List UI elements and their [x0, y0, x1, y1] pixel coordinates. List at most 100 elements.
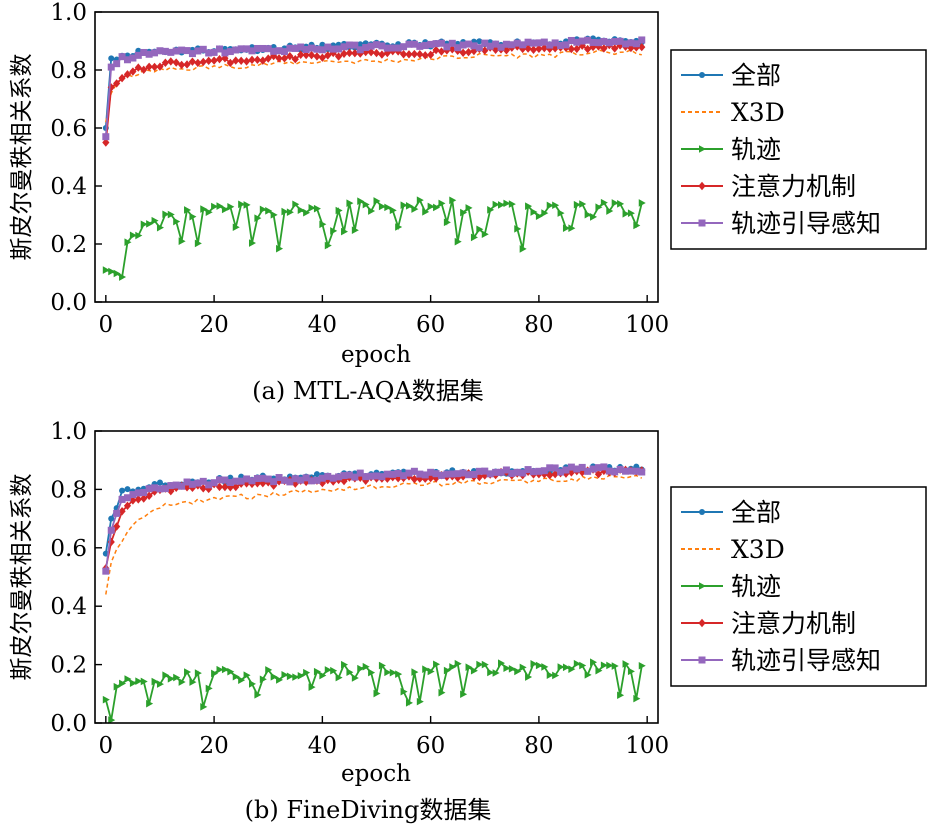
x-tick-label: 80: [524, 733, 553, 759]
data-point: [297, 206, 305, 214]
data-point: [119, 487, 126, 494]
data-point: [307, 50, 316, 60]
data-point: [470, 233, 478, 242]
data-point: [205, 49, 213, 57]
data-point: [600, 44, 608, 53]
y-tick-label: 0.0: [50, 711, 87, 737]
data-point: [454, 659, 462, 668]
data-point: [140, 488, 148, 496]
data-point: [303, 208, 311, 217]
series-1: [105, 49, 642, 123]
data-point: [216, 476, 224, 484]
data-point: [129, 496, 137, 505]
data-point: [123, 70, 132, 79]
data-point: [335, 673, 343, 682]
legend-marker: [698, 618, 706, 628]
data-point: [487, 206, 495, 214]
data-point: [492, 468, 500, 476]
data-point: [443, 218, 451, 227]
data-point: [481, 230, 489, 239]
legend-label: 轨迹: [731, 135, 781, 164]
data-point: [167, 57, 175, 66]
data-point: [232, 56, 240, 65]
data-point: [291, 54, 299, 64]
legend-marker: [698, 219, 706, 227]
data-point: [341, 227, 349, 236]
data-point: [151, 49, 159, 57]
data-point: [286, 51, 294, 61]
data-point: [497, 43, 505, 51]
data-point: [194, 479, 202, 487]
data-point: [308, 683, 316, 691]
data-point: [411, 205, 419, 213]
data-point: [551, 44, 559, 53]
data-point: [281, 207, 289, 216]
data-point: [638, 42, 646, 52]
data-point: [535, 467, 543, 475]
legend-label: 全部: [731, 61, 781, 90]
series-4: [102, 463, 646, 575]
data-point: [584, 44, 592, 54]
data-point: [562, 224, 570, 232]
data-point: [459, 48, 467, 57]
data-point: [546, 201, 554, 210]
data-point: [248, 680, 256, 688]
data-point: [513, 39, 521, 47]
data-point: [421, 41, 429, 49]
data-point: [503, 664, 511, 673]
data-point: [535, 661, 543, 670]
data-point: [140, 48, 148, 56]
data-point: [237, 56, 245, 65]
data-point: [454, 44, 462, 52]
data-point: [367, 42, 375, 50]
data-point: [562, 663, 570, 672]
legend-label: 注意力机制: [731, 609, 856, 638]
data-point: [465, 204, 473, 212]
x-axis-label-b: epoch: [341, 761, 411, 787]
data-point: [178, 237, 186, 246]
data-point: [113, 522, 121, 531]
data-point: [502, 466, 510, 474]
data-point: [368, 207, 376, 215]
data-point: [156, 485, 164, 493]
data-point: [275, 47, 283, 55]
data-point: [129, 67, 137, 76]
y-axis-label-b: 斯皮尔曼秩相关系数: [9, 474, 35, 681]
data-point: [492, 200, 500, 209]
data-point: [497, 468, 505, 476]
data-point: [211, 202, 219, 211]
data-point: [107, 63, 115, 71]
y-tick-label: 1.0: [50, 419, 87, 445]
series-line: [104, 39, 643, 137]
data-point: [508, 469, 516, 477]
data-point: [254, 214, 262, 222]
data-point: [205, 481, 213, 489]
data-point: [422, 665, 430, 674]
data-point: [557, 468, 565, 476]
data-point: [394, 474, 402, 483]
data-point: [530, 660, 538, 668]
x-tick-label: 20: [199, 312, 228, 338]
data-point: [297, 43, 305, 51]
data-point: [573, 659, 581, 668]
data-point: [567, 36, 575, 44]
data-point: [313, 45, 321, 53]
data-point: [400, 201, 408, 209]
data-point: [318, 478, 326, 488]
data-point: [118, 53, 126, 61]
y-tick-label: 0.6: [50, 536, 87, 562]
data-point: [237, 45, 245, 53]
data-point: [351, 473, 359, 481]
data-point: [265, 207, 273, 215]
legend-label: 全部: [731, 498, 781, 527]
data-point: [172, 58, 180, 67]
data-point: [238, 200, 246, 209]
data-point: [638, 661, 646, 670]
data-point: [519, 469, 527, 477]
data-point: [378, 661, 386, 670]
y-axis-label-a: 斯皮尔曼秩相关系数: [9, 54, 35, 261]
data-point: [275, 474, 283, 482]
data-point: [616, 41, 624, 50]
y-tick-label: 1.0: [50, 0, 87, 26]
data-point: [632, 467, 640, 475]
